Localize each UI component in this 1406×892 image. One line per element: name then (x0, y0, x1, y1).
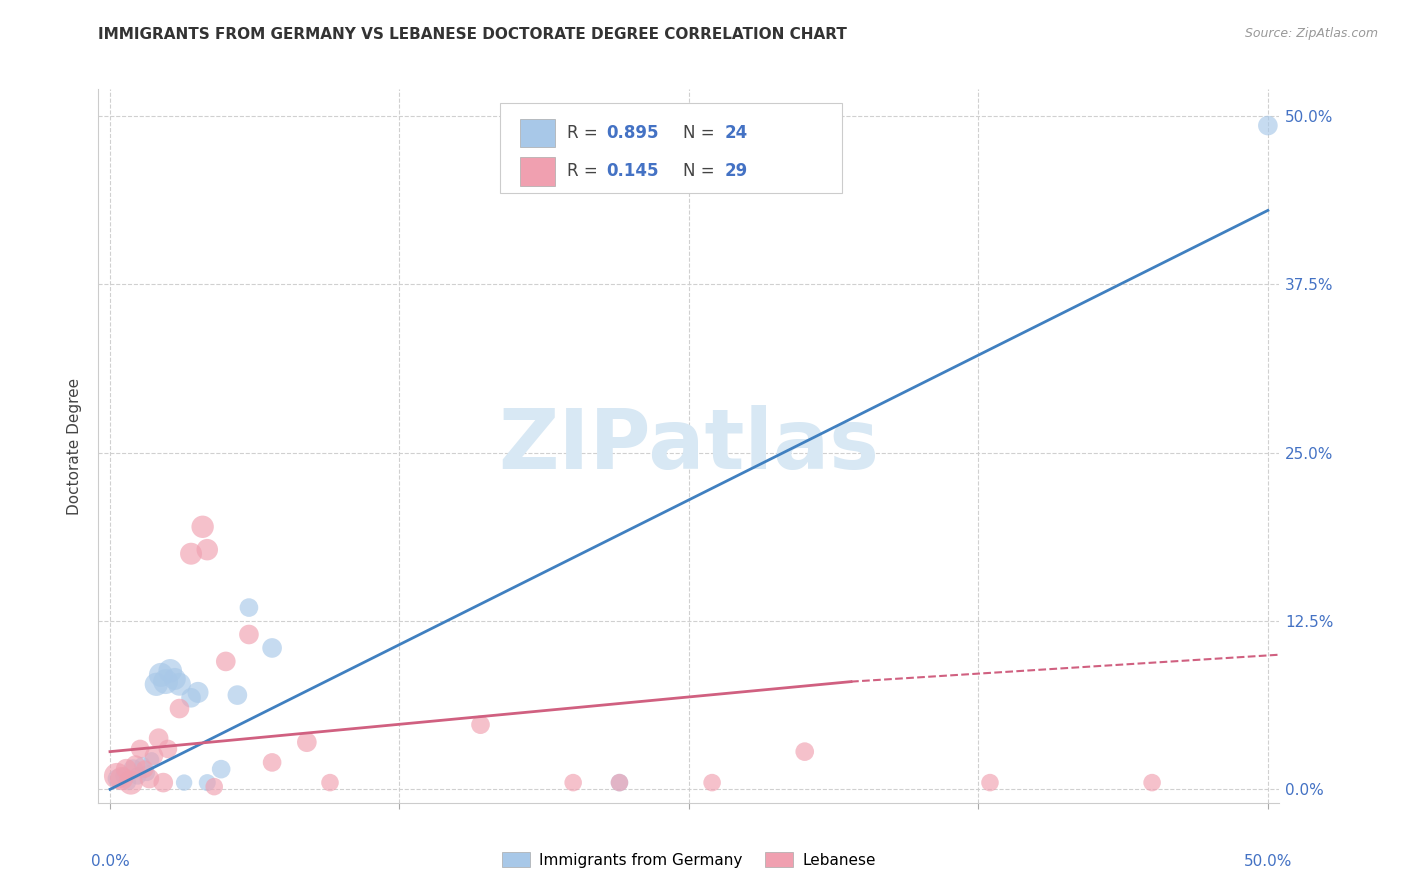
Point (149, 668, 172, 682)
Point (1140, 775, 1163, 789)
Point (215, 655, 238, 669)
Text: R =: R = (567, 162, 603, 180)
Point (793, 745, 815, 759)
Point (979, 775, 1001, 789)
Text: R =: R = (567, 124, 603, 142)
Point (124, 758, 146, 772)
Point (120, 775, 142, 789)
Point (156, 742, 179, 756)
Point (110, 772, 132, 786)
Point (180, 547, 202, 561)
Point (238, 600, 260, 615)
Point (138, 772, 160, 786)
Point (470, 717, 492, 731)
Point (609, 775, 631, 789)
FancyBboxPatch shape (501, 103, 842, 193)
Point (131, 758, 153, 772)
Point (700, 775, 723, 789)
Point (163, 672, 186, 686)
Text: ZIPatlas: ZIPatlas (499, 406, 879, 486)
Point (562, 775, 585, 789)
Point (105, 772, 128, 786)
Point (202, 780, 225, 794)
Point (262, 756, 284, 770)
Point (195, 542, 218, 557)
Point (134, 762, 156, 776)
Point (238, 627, 260, 641)
Point (127, 769, 149, 783)
Text: IMMIGRANTS FROM GERMANY VS LEBANESE DOCTORATE DEGREE CORRELATION CHART: IMMIGRANTS FROM GERMANY VS LEBANESE DOCT… (98, 27, 848, 42)
Point (152, 775, 174, 789)
Point (155, 674, 177, 689)
Point (295, 735, 318, 749)
Point (143, 748, 166, 763)
Point (169, 701, 191, 715)
Point (115, 762, 138, 776)
Point (117, 775, 139, 789)
Point (187, 685, 209, 699)
Point (112, 769, 135, 783)
Point (209, 762, 232, 776)
FancyBboxPatch shape (520, 119, 555, 147)
Point (129, 742, 152, 756)
Point (141, 753, 163, 767)
Point (105, 769, 128, 783)
FancyBboxPatch shape (520, 157, 555, 186)
Point (226, 688, 249, 702)
Point (159, 664, 181, 678)
Text: 0.145: 0.145 (606, 162, 659, 180)
Point (145, 677, 167, 691)
Text: N =: N = (683, 162, 720, 180)
Text: 50.0%: 50.0% (1244, 854, 1292, 869)
Point (609, 775, 631, 789)
Point (148, 731, 170, 746)
Text: 29: 29 (724, 162, 748, 180)
Point (319, 775, 342, 789)
Point (191, 520, 214, 534)
Text: 24: 24 (724, 124, 748, 142)
Y-axis label: Doctorate Degree: Doctorate Degree (67, 377, 83, 515)
Point (180, 690, 202, 705)
Point (262, 640, 284, 655)
Point (122, 762, 145, 776)
Point (195, 775, 218, 789)
Point (136, 766, 159, 780)
Text: 0.895: 0.895 (606, 124, 659, 142)
Text: N =: N = (683, 124, 720, 142)
Point (169, 677, 191, 691)
Text: Source: ZipAtlas.com: Source: ZipAtlas.com (1244, 27, 1378, 40)
Point (1257, 119, 1279, 133)
Point (173, 775, 195, 789)
Text: 0.0%: 0.0% (90, 854, 129, 869)
Legend: Immigrants from Germany, Lebanese: Immigrants from Germany, Lebanese (496, 846, 882, 873)
